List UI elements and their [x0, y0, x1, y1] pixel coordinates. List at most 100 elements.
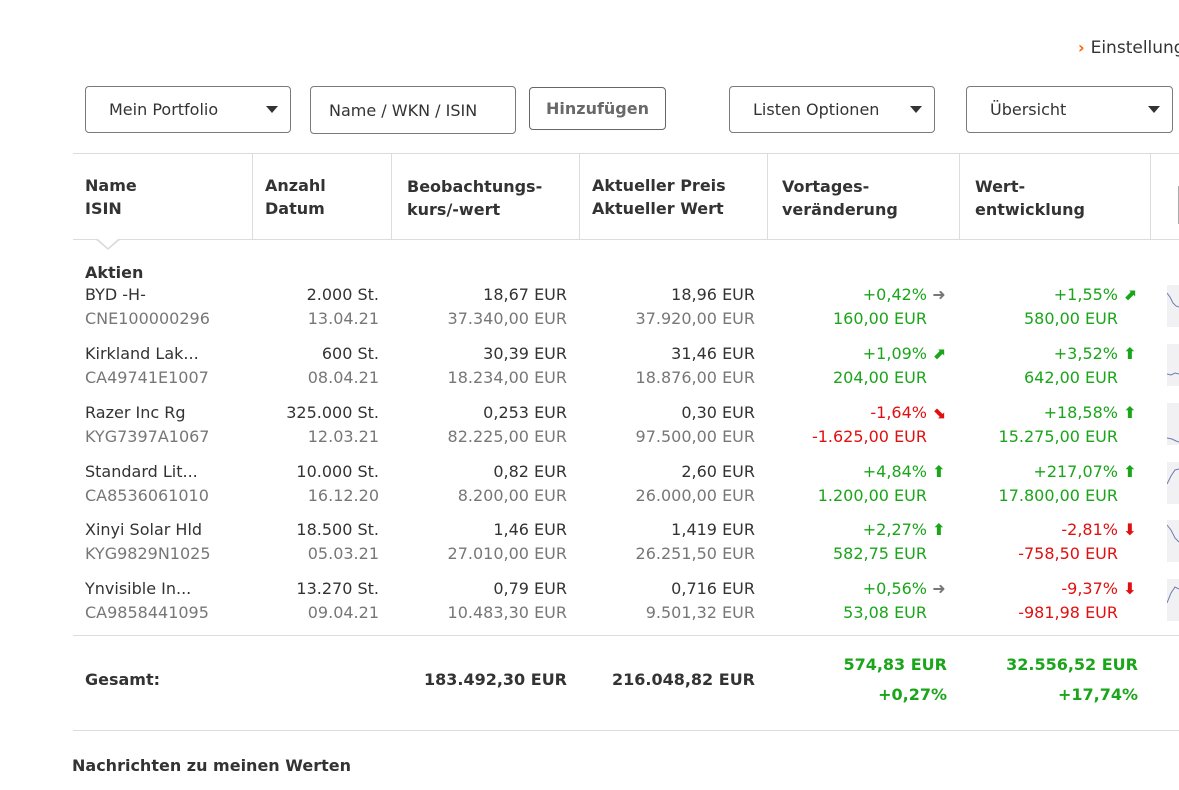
- arrow-up-icon: ⬆: [1123, 403, 1137, 422]
- totals-top-border: [73, 635, 1179, 636]
- performance-pct-line: -2,81% ⬇: [1018, 518, 1138, 542]
- security-name[interactable]: Kirkland Lak...: [85, 344, 199, 363]
- day-change-cell: +0,56% ➜ 53,08 EUR: [843, 577, 947, 625]
- sparkline[interactable]: [1167, 462, 1179, 504]
- view-select[interactable]: Übersicht: [966, 86, 1173, 133]
- arrow-up-right-icon: ⬈: [1123, 285, 1137, 304]
- current-price: 18,96 EUR: [671, 285, 755, 304]
- arrow-right-icon: ➜: [932, 285, 946, 304]
- watch-price-cell: 18,67 EUR 37.340,00 EUR: [448, 283, 567, 331]
- column-header-line: Aktueller Wert: [592, 199, 724, 218]
- search-input[interactable]: [310, 86, 516, 134]
- security-name[interactable]: Ynvisible In...: [85, 579, 192, 598]
- security-name[interactable]: Standard Lit...: [85, 462, 198, 481]
- watch-price-cell: 30,39 EUR 18.234,00 EUR: [448, 342, 567, 390]
- date: 13.04.21: [307, 309, 379, 328]
- table-row[interactable]: BYD -H- CNE100000296 2.000 St. 13.04.21 18,6…: [0, 283, 1179, 333]
- name-cell: Ynvisible In... CA9858441095: [85, 577, 209, 625]
- day-change-pct: +2,27%: [862, 520, 927, 539]
- portfolio-select-label: Mein Portfolio: [109, 100, 219, 119]
- arrow-up-icon: ⬆: [1123, 344, 1137, 363]
- add-button[interactable]: Hinzufügen: [529, 87, 666, 130]
- watch-price: 18,67 EUR: [483, 285, 567, 304]
- portfolio-select[interactable]: Mein Portfolio: [85, 86, 291, 133]
- totals-day-change-abs: 574,83 EUR: [843, 655, 947, 674]
- table-row[interactable]: Xinyi Solar Hld KYG9829N1025 18.500 St. 05.…: [0, 518, 1179, 568]
- watch-value: 10.483,30 EUR: [447, 603, 567, 622]
- current-price: 0,30 EUR: [681, 403, 755, 422]
- watch-value: 18.234,00 EUR: [447, 368, 567, 387]
- sparkline[interactable]: [1167, 579, 1179, 621]
- column-header-watch-price[interactable]: Beobachtungs- kurs/-wert: [407, 175, 542, 221]
- name-cell: Kirkland Lak... CA49741E1007: [85, 342, 209, 390]
- performance-pct: +1,55%: [1053, 285, 1118, 304]
- name-cell: BYD -H- CNE100000296: [85, 283, 210, 331]
- performance-pct-line: +1,55% ⬈: [1024, 283, 1138, 307]
- table-row[interactable]: Razer Inc Rg KYG7397A1067 325.000 St. 12.03…: [0, 401, 1179, 451]
- column-header-line: Vortages-: [782, 177, 870, 196]
- day-change-pct-line: -1,64% ⬊: [812, 401, 947, 425]
- security-isin: KYG9829N1025: [85, 544, 211, 563]
- security-isin: CA8536061010: [85, 486, 209, 505]
- day-change-abs: 204,00 EUR: [832, 368, 927, 387]
- caret-down-icon: [1148, 106, 1160, 113]
- column-divider: [767, 154, 768, 239]
- column-divider: [959, 154, 960, 239]
- performance-abs: 642,00 EUR: [1023, 368, 1118, 387]
- watch-price: 1,46 EUR: [493, 520, 567, 539]
- settings-link[interactable]: › Einstellung: [1078, 38, 1179, 58]
- day-change-pct-line: +4,84% ⬆: [818, 460, 947, 484]
- table-row[interactable]: Ynvisible In... CA9858441095 13.270 St. 09.…: [0, 577, 1179, 627]
- day-change-abs: 160,00 EUR: [832, 309, 927, 328]
- current-price-cell: 31,46 EUR 18.876,00 EUR: [636, 342, 755, 390]
- performance-pct: +3,52%: [1053, 344, 1118, 363]
- performance-cell: +217,07% ⬆ 17.800,00 EUR: [999, 460, 1138, 508]
- watch-value: 27.010,00 EUR: [447, 544, 567, 563]
- performance-abs: 15.275,00 EUR: [998, 427, 1118, 446]
- day-change-abs: 582,75 EUR: [832, 544, 927, 563]
- current-value: 37.920,00 EUR: [635, 309, 755, 328]
- day-change-cell: +2,27% ⬆ 582,75 EUR: [833, 518, 947, 566]
- totals-day-change-pct: +0,27%: [878, 685, 947, 704]
- list-options-select[interactable]: Listen Optionen: [729, 86, 935, 133]
- table-row[interactable]: Standard Lit... CA8536061010 10.000 St. 16.…: [0, 460, 1179, 510]
- quantity-cell: 18.500 St. 05.03.21: [296, 518, 379, 566]
- quantity: 325.000 St.: [286, 403, 379, 422]
- watch-price: 30,39 EUR: [483, 344, 567, 363]
- column-header-performance[interactable]: Wert- entwicklung: [975, 175, 1085, 221]
- current-value: 26.000,00 EUR: [635, 486, 755, 505]
- arrow-down-icon: ⬇: [1123, 520, 1137, 539]
- arrow-up-icon: ⬆: [932, 462, 946, 481]
- day-change-pct-line: +2,27% ⬆: [833, 518, 947, 542]
- column-header-current-price[interactable]: Aktueller Preis Aktueller Wert: [592, 174, 726, 220]
- security-name[interactable]: Xinyi Solar Hld: [85, 520, 203, 539]
- column-header-name[interactable]: Name ISIN: [85, 174, 137, 220]
- table-row[interactable]: Kirkland Lak... CA49741E1007 600 St. 08.04.…: [0, 342, 1179, 392]
- day-change-pct: -1,64%: [870, 403, 927, 422]
- column-header-line: kurs/-wert: [407, 200, 501, 219]
- watch-price-cell: 0,79 EUR 10.483,30 EUR: [448, 577, 567, 625]
- column-header-quantity[interactable]: Anzahl Datum: [265, 174, 326, 220]
- watch-price: 0,253 EUR: [483, 403, 567, 422]
- day-change-pct-line: +0,56% ➜: [843, 577, 947, 601]
- column-divider: [579, 154, 580, 239]
- security-name[interactable]: Razer Inc Rg: [85, 403, 186, 422]
- security-name[interactable]: BYD -H-: [85, 285, 146, 304]
- chevron-right-icon: ›: [1078, 38, 1085, 57]
- performance-pct: -2,81%: [1061, 520, 1118, 539]
- name-cell: Standard Lit... CA8536061010: [85, 460, 209, 508]
- column-header-day-change[interactable]: Vortages- veränderung: [782, 175, 898, 221]
- watch-price-cell: 1,46 EUR 27.010,00 EUR: [448, 518, 567, 566]
- sparkline[interactable]: [1167, 520, 1179, 562]
- arrow-down-icon: ⬇: [1123, 579, 1137, 598]
- column-header-line: entwicklung: [975, 200, 1085, 219]
- totals-watch-value: 183.492,30 EUR: [423, 670, 567, 689]
- watch-value: 37.340,00 EUR: [447, 309, 567, 328]
- sparkline[interactable]: [1167, 344, 1179, 386]
- column-header-line: ISIN: [85, 199, 122, 218]
- column-header-line: Aktueller Preis: [592, 176, 726, 195]
- current-price: 2,60 EUR: [681, 462, 755, 481]
- sparkline[interactable]: [1167, 403, 1179, 445]
- table-header-bottom-border: [73, 239, 1179, 240]
- sparkline[interactable]: [1167, 285, 1179, 327]
